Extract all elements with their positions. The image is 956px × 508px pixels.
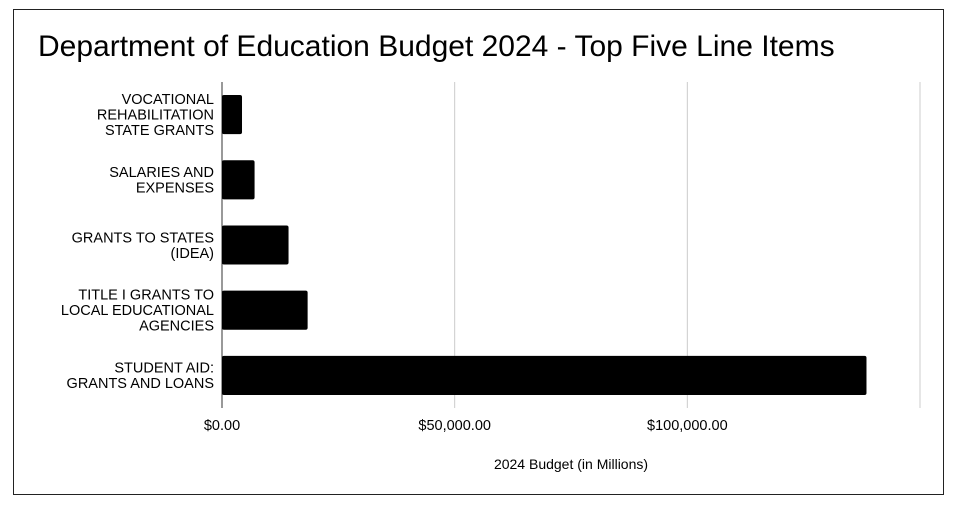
category-label: STUDENT AID: GRANTS AND LOANS	[67, 361, 214, 393]
chart-title: Department of Education Budget 2024 - To…	[38, 30, 835, 63]
category-label-line: AGENCIES	[139, 319, 214, 335]
bar	[222, 160, 255, 200]
bar	[222, 290, 308, 330]
x-tick-label: $0.00	[204, 418, 240, 434]
category-label: VOCATIONAL REHABILITATION STATE GRANTS	[97, 92, 214, 139]
category-label-line: GRANTS TO STATES	[72, 230, 214, 246]
bar	[222, 355, 867, 395]
category-label: GRANTS TO STATES (IDEA)	[72, 230, 214, 262]
x-tick-label: $100,000.00	[647, 418, 728, 434]
category-label-line: STUDENT AID:	[114, 361, 214, 377]
category-label: SALARIES AND EXPENSES	[109, 165, 214, 197]
category-label-line: GRANTS AND LOANS	[67, 376, 214, 392]
category-label-line: STATE GRANTS	[105, 123, 214, 139]
category-label-line: SALARIES AND	[109, 165, 214, 181]
category-label-line: LOCAL EDUCATIONAL	[61, 303, 214, 319]
category-label-line: TITLE I GRANTS TO	[78, 288, 214, 304]
bar	[222, 95, 243, 135]
category-label-line: VOCATIONAL	[122, 92, 214, 108]
x-tick-label: $50,000.00	[418, 418, 491, 434]
category-label: TITLE I GRANTS TO LOCAL EDUCATIONAL AGENCI…	[61, 288, 214, 335]
x-axis-title: 2024 Budget (in Millions)	[494, 456, 648, 472]
category-label-line: (IDEA)	[171, 246, 215, 262]
category-label-line: REHABILITATION	[97, 108, 214, 124]
chart-frame	[13, 9, 944, 495]
category-label-line: EXPENSES	[136, 181, 214, 197]
bar	[222, 225, 289, 265]
